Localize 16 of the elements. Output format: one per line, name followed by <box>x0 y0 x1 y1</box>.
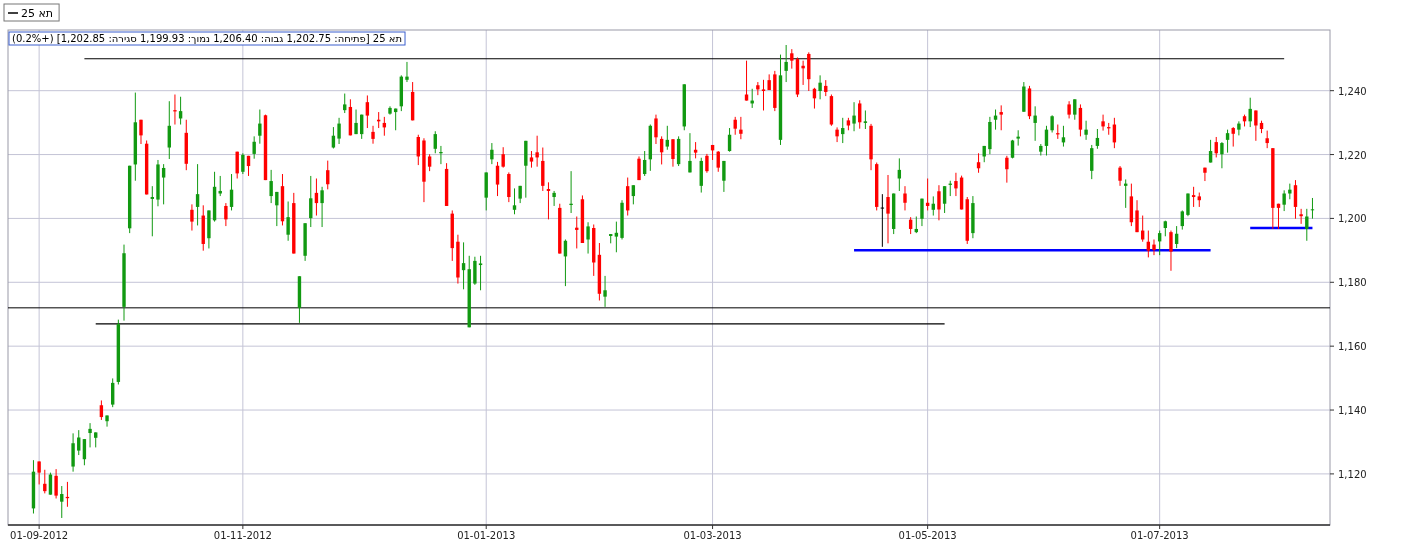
y-tick-label: 1,160 <box>1338 341 1367 353</box>
y-tick-label: 1,120 <box>1338 468 1367 480</box>
subtitle: תא 25 [פתיחה: 1,202.75 גבוה: 1,206.40 נמוך: 1,199.93 סגירה: 1,202.85] (+0.2%) <box>8 31 406 46</box>
x-tick-label: 01-11-2012 <box>213 530 272 541</box>
x-tick-label: 01-07-2013 <box>1130 530 1189 541</box>
x-tick-label: 01-01-2013 <box>457 530 516 541</box>
x-tick-label: 01-05-2013 <box>898 530 957 541</box>
y-tick-label: 1,200 <box>1338 213 1367 225</box>
x-tick-label: 01-09-2012 <box>10 530 69 541</box>
x-tick-label: 01-03-2013 <box>683 530 742 541</box>
legend: תא 25 <box>3 3 60 22</box>
y-tick-label: 1,240 <box>1338 85 1367 97</box>
y-tick-label: 1,140 <box>1338 405 1367 417</box>
chart-subtitle: תא 25 [פתיחה: 1,202.75 גבוה: 1,206.40 נמוך: 1,199.93 סגירה: 1,202.85] (+0.2%) <box>12 33 403 44</box>
y-tick-label: 1,180 <box>1338 277 1367 289</box>
y-tick-label: 1,220 <box>1338 149 1367 161</box>
